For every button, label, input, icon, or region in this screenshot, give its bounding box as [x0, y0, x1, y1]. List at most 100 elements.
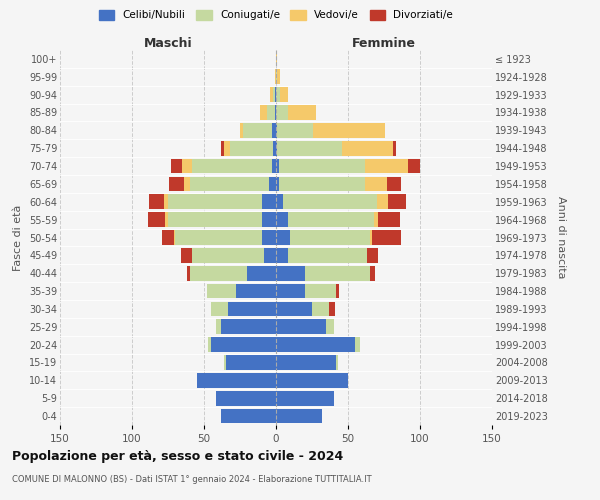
- Bar: [247, 266, 276, 280]
- Bar: [243, 123, 272, 138]
- Bar: [277, 123, 313, 138]
- Bar: [377, 194, 388, 209]
- Bar: [276, 409, 322, 424]
- Y-axis label: Fasce di età: Fasce di età: [13, 204, 23, 270]
- Bar: [262, 212, 276, 227]
- Bar: [230, 141, 273, 156]
- Bar: [270, 88, 273, 102]
- Bar: [370, 230, 373, 245]
- Bar: [337, 284, 340, 298]
- Bar: [193, 248, 265, 262]
- Bar: [208, 338, 211, 352]
- Bar: [190, 176, 269, 191]
- Bar: [280, 88, 287, 102]
- Bar: [276, 266, 305, 280]
- Bar: [305, 266, 370, 280]
- Bar: [378, 212, 400, 227]
- Bar: [221, 141, 224, 156]
- Bar: [262, 194, 276, 209]
- Text: Femmine: Femmine: [352, 37, 416, 50]
- Bar: [224, 355, 226, 370]
- Bar: [229, 302, 276, 316]
- Bar: [276, 248, 287, 262]
- Bar: [276, 176, 279, 191]
- Bar: [276, 320, 326, 334]
- Bar: [240, 123, 243, 138]
- Bar: [226, 355, 276, 370]
- Bar: [207, 284, 236, 298]
- Bar: [262, 230, 276, 245]
- Bar: [276, 158, 279, 174]
- Bar: [313, 123, 385, 138]
- Bar: [269, 176, 276, 191]
- Bar: [276, 212, 287, 227]
- Bar: [276, 194, 283, 209]
- Bar: [392, 141, 395, 156]
- Bar: [337, 355, 338, 370]
- Bar: [148, 212, 165, 227]
- Bar: [184, 176, 190, 191]
- Bar: [276, 88, 280, 102]
- Bar: [365, 158, 409, 174]
- Bar: [272, 123, 276, 138]
- Bar: [168, 212, 262, 227]
- Bar: [290, 230, 370, 245]
- Bar: [342, 141, 392, 156]
- Bar: [283, 194, 377, 209]
- Bar: [169, 176, 184, 191]
- Bar: [276, 123, 277, 138]
- Bar: [190, 266, 247, 280]
- Bar: [374, 212, 378, 227]
- Bar: [305, 284, 337, 298]
- Bar: [370, 266, 376, 280]
- Bar: [175, 230, 262, 245]
- Bar: [409, 158, 420, 174]
- Text: Popolazione per età, sesso e stato civile - 2024: Popolazione per età, sesso e stato civil…: [12, 450, 343, 463]
- Bar: [260, 105, 268, 120]
- Bar: [165, 212, 168, 227]
- Bar: [211, 302, 229, 316]
- Bar: [287, 212, 374, 227]
- Bar: [387, 176, 401, 191]
- Bar: [287, 248, 367, 262]
- Bar: [326, 320, 334, 334]
- Bar: [181, 248, 193, 262]
- Bar: [277, 70, 280, 84]
- Bar: [276, 230, 290, 245]
- Bar: [268, 105, 275, 120]
- Bar: [162, 230, 174, 245]
- Legend: Celibi/Nubili, Coniugati/e, Vedovi/e, Divorziati/e: Celibi/Nubili, Coniugati/e, Vedovi/e, Di…: [99, 10, 453, 20]
- Bar: [182, 158, 193, 174]
- Bar: [168, 194, 262, 209]
- Bar: [221, 320, 276, 334]
- Bar: [171, 158, 182, 174]
- Bar: [365, 176, 387, 191]
- Bar: [287, 105, 316, 120]
- Bar: [276, 355, 337, 370]
- Bar: [276, 70, 277, 84]
- Bar: [211, 338, 276, 352]
- Bar: [215, 320, 221, 334]
- Bar: [275, 105, 276, 120]
- Bar: [276, 373, 348, 388]
- Bar: [367, 248, 378, 262]
- Bar: [276, 338, 355, 352]
- Bar: [279, 158, 365, 174]
- Bar: [187, 266, 190, 280]
- Bar: [273, 141, 276, 156]
- Bar: [329, 302, 335, 316]
- Text: Maschi: Maschi: [143, 37, 193, 50]
- Text: COMUNE DI MALONNO (BS) - Dati ISTAT 1° gennaio 2024 - Elaborazione TUTTITALIA.IT: COMUNE DI MALONNO (BS) - Dati ISTAT 1° g…: [12, 475, 371, 484]
- Bar: [265, 248, 276, 262]
- Bar: [221, 409, 276, 424]
- Bar: [273, 88, 275, 102]
- Bar: [275, 70, 276, 84]
- Bar: [224, 141, 230, 156]
- Bar: [277, 141, 342, 156]
- Bar: [149, 194, 164, 209]
- Bar: [276, 284, 305, 298]
- Bar: [236, 284, 276, 298]
- Y-axis label: Anni di nascita: Anni di nascita: [556, 196, 566, 279]
- Bar: [312, 302, 329, 316]
- Bar: [279, 176, 365, 191]
